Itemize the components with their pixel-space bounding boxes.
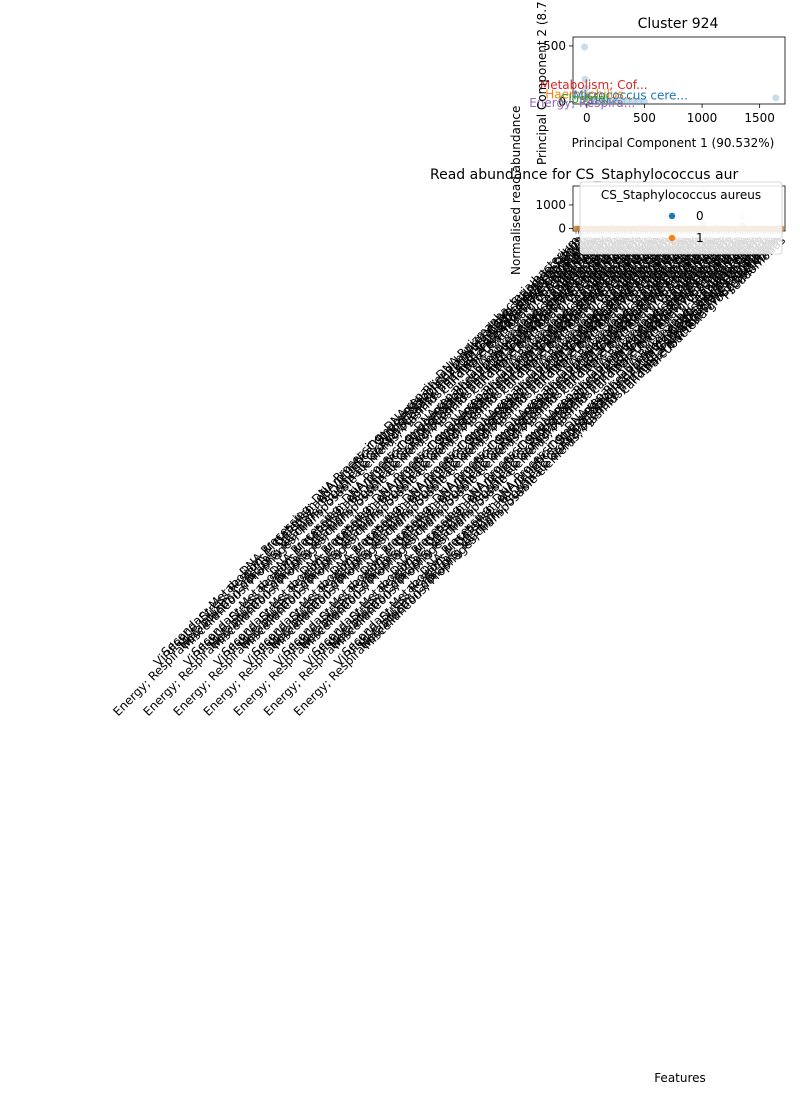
- pca-point: [581, 43, 589, 51]
- pca-annotation: Haemophilus...: [545, 88, 635, 102]
- legend-marker-0: [668, 212, 676, 220]
- pca-y-tick-label: 0: [558, 95, 566, 109]
- pca-x-tick-label: 0: [583, 111, 591, 125]
- pca-annotation: Energy; Respira...: [529, 96, 635, 110]
- legend-label-1: 1: [696, 231, 704, 245]
- abundance-title: Read abundance for CS_Staphylococcus aur: [430, 167, 738, 183]
- pca-points: [581, 43, 780, 106]
- pca-point: [592, 96, 600, 104]
- pca-annotation: Metabolism; Cof...: [540, 78, 648, 92]
- pca-y-label: Principal Component 2 (8.7: [535, 1, 549, 165]
- pca-annotation: Micrococcus cere...: [573, 89, 688, 103]
- pca-x-label: Principal Component 1 (90.532%): [572, 136, 775, 150]
- abundance-x-label: Features: [654, 1071, 706, 1085]
- legend-frame: [579, 181, 783, 255]
- pca-point: [629, 97, 637, 105]
- abundance-y-tick-label: 1000: [535, 198, 566, 212]
- pca-point: [584, 93, 592, 101]
- pca-point: [606, 97, 614, 105]
- pca-x-tick-label: 500: [633, 111, 656, 125]
- pca-point: [617, 97, 625, 105]
- abundance-chart: Read abundance for CS_Staphylococcus aur…: [110, 106, 788, 1085]
- pca-point: [583, 91, 591, 99]
- pca-y-tick-label: 500: [543, 39, 566, 53]
- abundance-y-tick-label: 0: [558, 222, 566, 236]
- pca-point: [640, 98, 648, 106]
- legend-marker-1: [668, 234, 676, 242]
- pca-point: [581, 75, 589, 83]
- pca-point: [597, 97, 605, 105]
- pca-axes-frame: [572, 36, 786, 105]
- pca-x-tick-label: 1500: [744, 111, 775, 125]
- legend-title: CS_Staphylococcus aureus: [601, 188, 761, 202]
- pca-x-ticks: 0 500 1000 1500: [583, 104, 775, 125]
- pca-annotations: Metabolism; Cof...Haemophilus...Micrococ…: [529, 78, 688, 110]
- abundance-y-ticks: 0 1000: [535, 198, 573, 236]
- pca-annotation: Clostridi...: [560, 92, 621, 106]
- legend-label-0: 0: [696, 209, 704, 223]
- pca-y-ticks: 0 500: [543, 39, 573, 109]
- abundance-x-tick-labels: DNA Processing; DNA Processing; DNA repa…: [110, 233, 788, 719]
- pca-title: Cluster 924: [638, 16, 719, 32]
- abundance-y-label: Normalised read abundance: [509, 106, 523, 275]
- pca-point: [582, 84, 590, 92]
- pca-point: [587, 95, 595, 103]
- pca-point: [772, 94, 780, 102]
- pca-chart: Cluster 924 0 500 1000 1500 0 500 Metabolism…: [529, 1, 786, 165]
- pca-point: [612, 97, 620, 105]
- pca-x-tick-label: 1000: [687, 111, 718, 125]
- abundance-legend: CS_Staphylococcus aureus 0 1: [579, 181, 783, 255]
- pca-point: [601, 97, 609, 105]
- pca-point: [623, 97, 631, 105]
- pca-point: [635, 98, 643, 106]
